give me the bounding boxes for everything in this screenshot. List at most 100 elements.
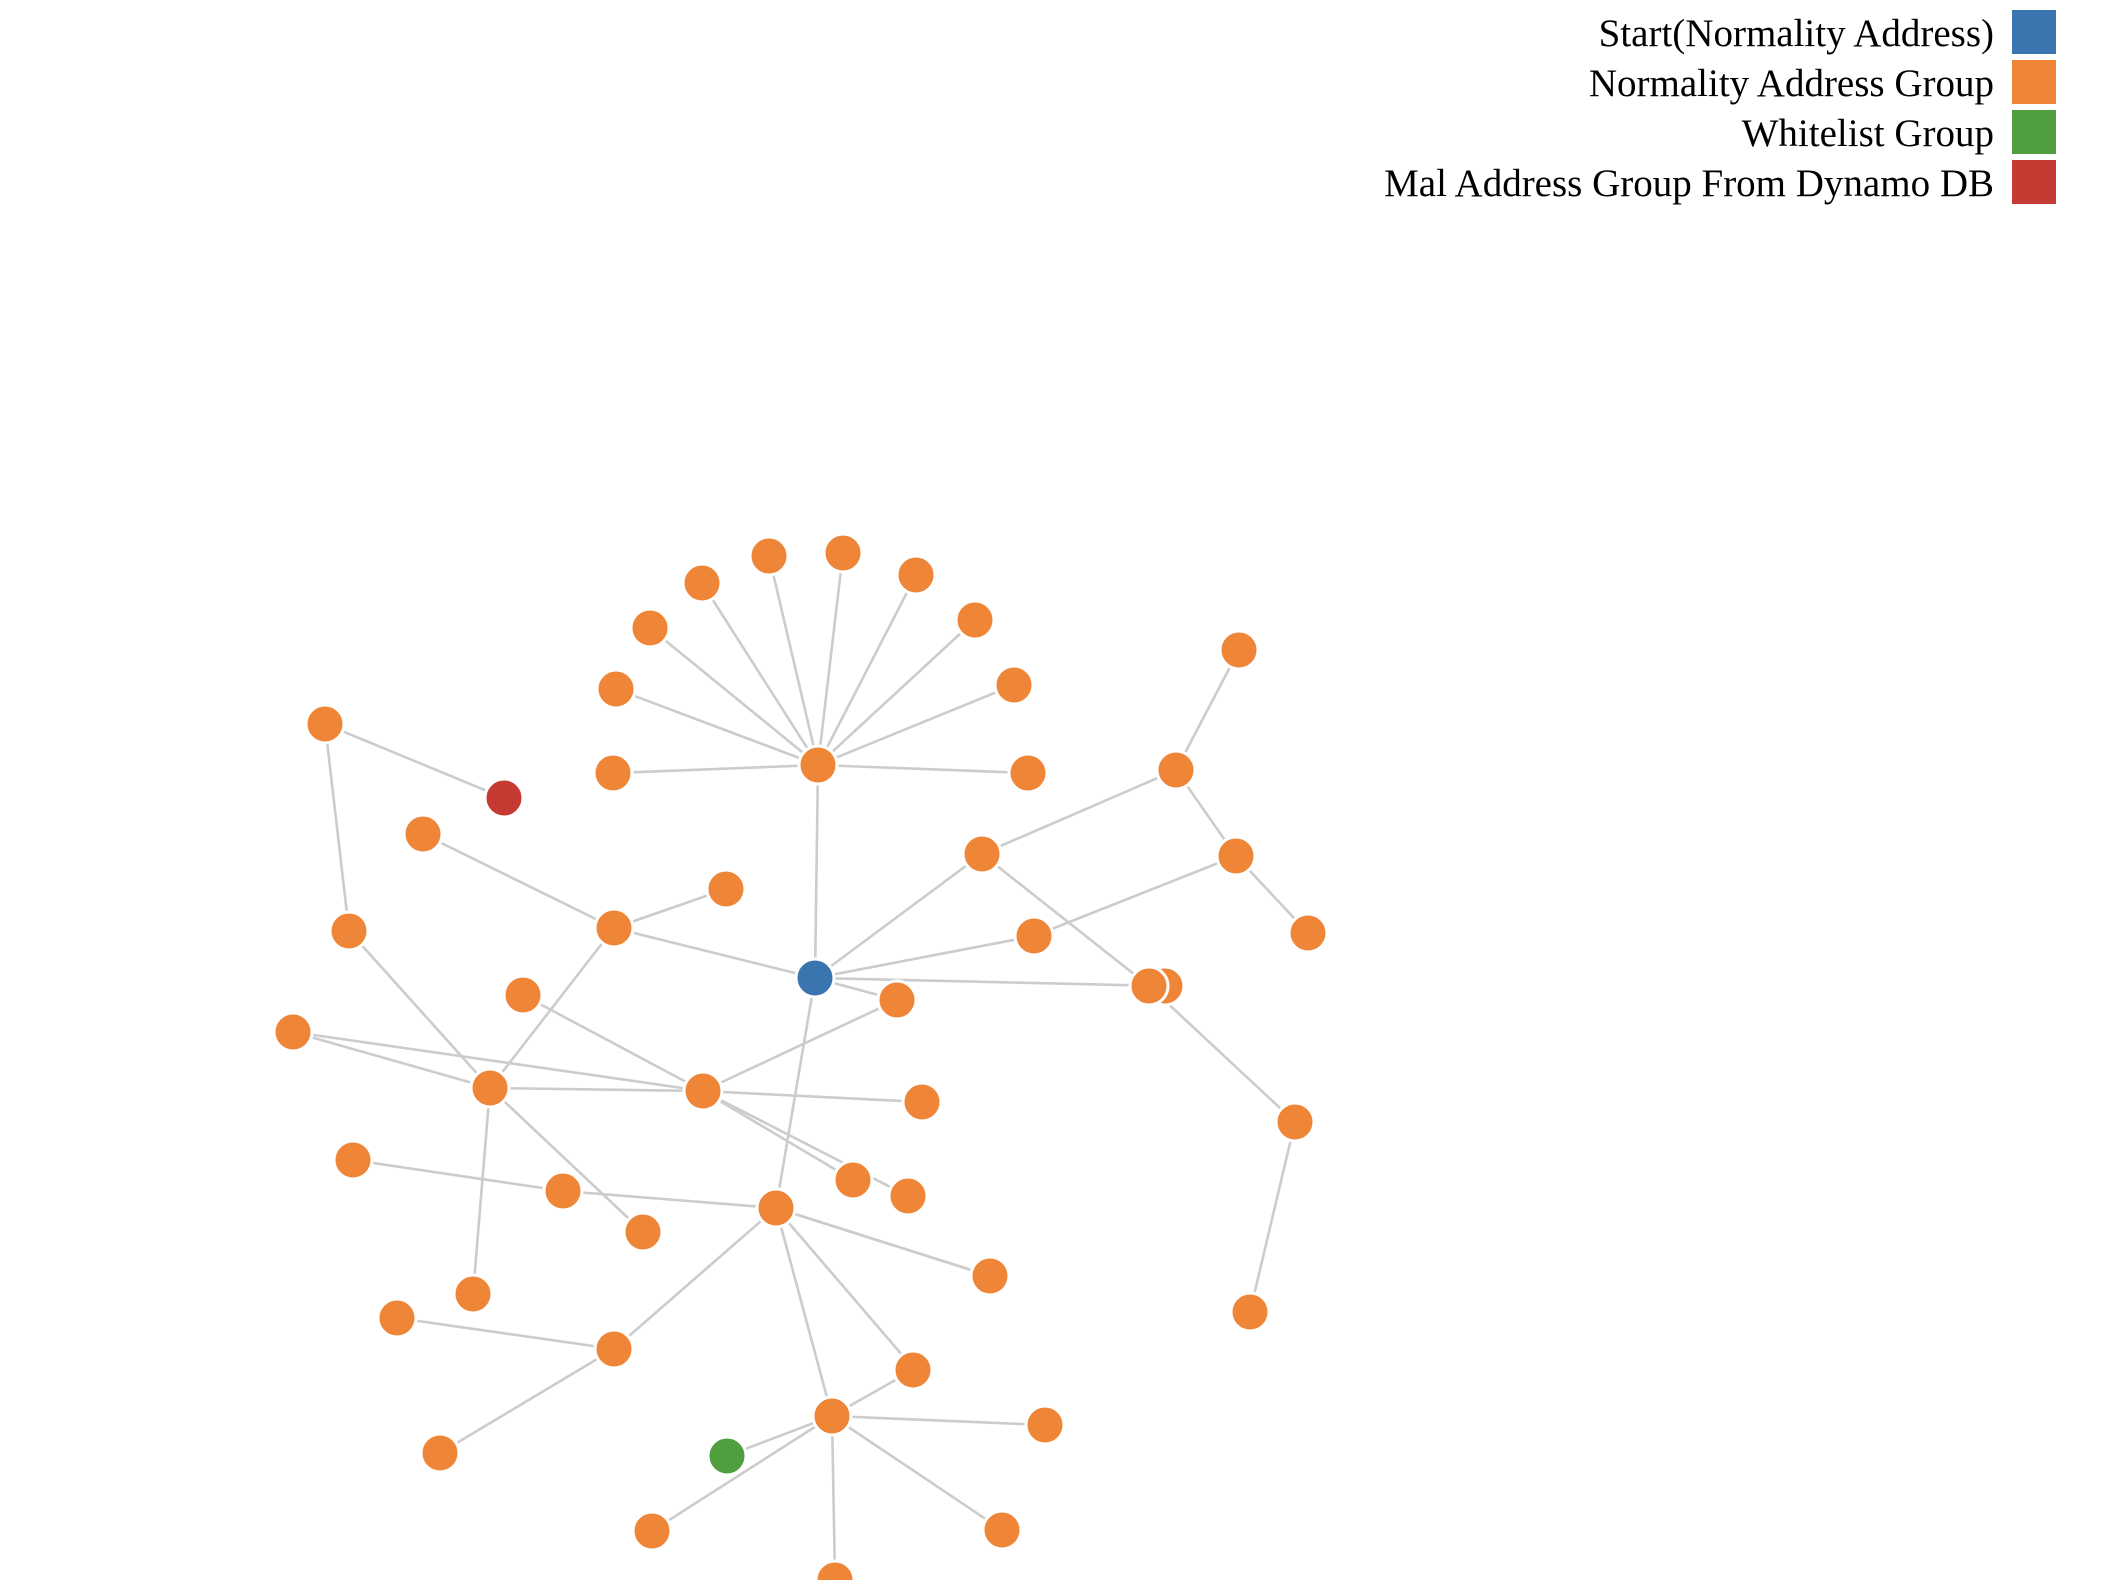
- node-normal-l4[interactable]: [622, 1211, 664, 1253]
- link-hub5-b3: [775, 1207, 916, 1371]
- link-c8-hub4: [702, 998, 898, 1093]
- node-normal-r6[interactable]: [1274, 1101, 1316, 1143]
- node-normal-m6[interactable]: [542, 1170, 584, 1212]
- node-normal-n9[interactable]: [993, 664, 1035, 706]
- node-normal-r7[interactable]: [1229, 1291, 1271, 1333]
- link-start-c10: [814, 976, 1166, 988]
- link-hub4-m2: [702, 1089, 854, 1182]
- node-normal-hub1[interactable]: [797, 744, 839, 786]
- node-normal-c2[interactable]: [705, 868, 747, 910]
- link-start-c7: [814, 934, 1035, 980]
- node-normal-n6[interactable]: [822, 532, 864, 574]
- link-hub6-b8: [830, 1415, 837, 1580]
- node-normal-n2[interactable]: [595, 668, 637, 710]
- node-whitelist-wl[interactable]: [706, 1435, 748, 1477]
- link-hub5-b2: [613, 1207, 777, 1350]
- link-c4-hub4: [292, 1030, 704, 1093]
- node-normal-n3[interactable]: [629, 607, 671, 649]
- node-start-start[interactable]: [794, 957, 836, 999]
- link-m6-hub5: [562, 1189, 777, 1210]
- node-normal-c8[interactable]: [876, 979, 918, 1021]
- legend-label-whitelist: Whitelist Group: [1742, 112, 1994, 155]
- node-normal-r5[interactable]: [1287, 912, 1329, 954]
- node-normal-c3[interactable]: [502, 974, 544, 1016]
- node-normal-l7[interactable]: [376, 1297, 418, 1339]
- node-normal-n1[interactable]: [592, 752, 634, 794]
- link-hub5-b4: [775, 1206, 991, 1278]
- node-normal-hub4[interactable]: [682, 1070, 724, 1112]
- node-normal-hub2[interactable]: [593, 907, 635, 949]
- legend-item-start: Start(Normality Address): [1599, 10, 2056, 55]
- link-mal-l1: [324, 722, 505, 800]
- link-r1-r4: [1174, 649, 1241, 771]
- node-normal-m1[interactable]: [901, 1081, 943, 1123]
- link-hub6-b5: [831, 1414, 1046, 1427]
- link-hub1-n1: [612, 763, 819, 775]
- link-hub3-hub4: [489, 1086, 704, 1093]
- node-normal-b7[interactable]: [892, 1349, 934, 1391]
- legend-swatch-start: [2012, 10, 2056, 54]
- node-normal-n5[interactable]: [748, 535, 790, 577]
- node-normal-l2[interactable]: [328, 910, 370, 952]
- link-hub2-hub3: [488, 927, 616, 1089]
- link-hub4-m1: [702, 1089, 923, 1104]
- link-hub3-l4: [489, 1087, 644, 1233]
- link-l1-l2: [323, 723, 351, 932]
- node-normal-m4[interactable]: [832, 1159, 874, 1201]
- link-hub2-c1: [422, 832, 615, 930]
- links-layer: [292, 552, 1309, 1580]
- node-normal-b9[interactable]: [631, 1510, 673, 1552]
- link-hub3-l5: [471, 1087, 492, 1295]
- node-normal-b5[interactable]: [1024, 1404, 1066, 1446]
- node-normal-m3[interactable]: [887, 1175, 929, 1217]
- node-normal-l8[interactable]: [419, 1432, 461, 1474]
- link-hub1-n3: [649, 626, 819, 767]
- link-hub6-b6: [831, 1414, 1003, 1532]
- link-hub1-n7: [816, 574, 918, 766]
- legend-swatch-malicious: [2012, 160, 2056, 204]
- link-c6-r1: [981, 768, 1177, 856]
- link-r3-r6: [1148, 985, 1296, 1123]
- node-normal-n7[interactable]: [895, 554, 937, 596]
- node-normal-r1[interactable]: [1155, 749, 1197, 791]
- node-malicious-mal[interactable]: [483, 777, 525, 819]
- node-normal-c1[interactable]: [402, 813, 444, 855]
- node-normal-b6[interactable]: [981, 1509, 1023, 1551]
- node-normal-l3[interactable]: [272, 1011, 314, 1053]
- link-hub4-m3: [702, 1089, 909, 1198]
- node-normal-n8[interactable]: [954, 599, 996, 641]
- link-c6-r3: [981, 852, 1150, 988]
- legend-swatch-normal: [2012, 60, 2056, 104]
- node-normal-l1[interactable]: [304, 703, 346, 745]
- link-r6-r7: [1248, 1121, 1297, 1313]
- node-normal-c7[interactable]: [1013, 915, 1055, 957]
- node-normal-b2[interactable]: [593, 1328, 635, 1370]
- node-normal-l5[interactable]: [452, 1273, 494, 1315]
- link-start-hub2: [613, 926, 816, 980]
- link-c3-hub4: [522, 993, 704, 1093]
- link-hub1-n5: [767, 555, 820, 766]
- node-normal-hub5[interactable]: [755, 1187, 797, 1229]
- node-normal-r4[interactable]: [1218, 629, 1260, 671]
- node-normal-n4[interactable]: [681, 562, 723, 604]
- link-l6-m6: [352, 1158, 564, 1193]
- legend-item-malicious: Mal Address Group From Dynamo DB: [1384, 160, 2056, 205]
- link-hub1-n8: [817, 619, 976, 766]
- node-normal-hub6[interactable]: [811, 1395, 853, 1437]
- node-normal-hub3[interactable]: [469, 1067, 511, 1109]
- legend-item-whitelist: Whitelist Group: [1742, 110, 2056, 155]
- node-normal-l6[interactable]: [332, 1139, 374, 1181]
- link-b2-l7: [396, 1316, 615, 1351]
- legend-label-malicious: Mal Address Group From Dynamo DB: [1384, 162, 1994, 205]
- link-hub1-n2: [615, 687, 819, 767]
- node-normal-r2[interactable]: [1215, 835, 1257, 877]
- link-start-c9: [774, 977, 817, 1209]
- node-normal-r3[interactable]: [1128, 965, 1170, 1007]
- node-normal-b8[interactable]: [814, 1559, 856, 1580]
- node-normal-n10[interactable]: [1007, 752, 1049, 794]
- link-hub1-n9: [817, 683, 1015, 767]
- node-normal-b4[interactable]: [969, 1255, 1011, 1297]
- node-normal-c6[interactable]: [961, 833, 1003, 875]
- legend-swatch-whitelist: [2012, 110, 2056, 154]
